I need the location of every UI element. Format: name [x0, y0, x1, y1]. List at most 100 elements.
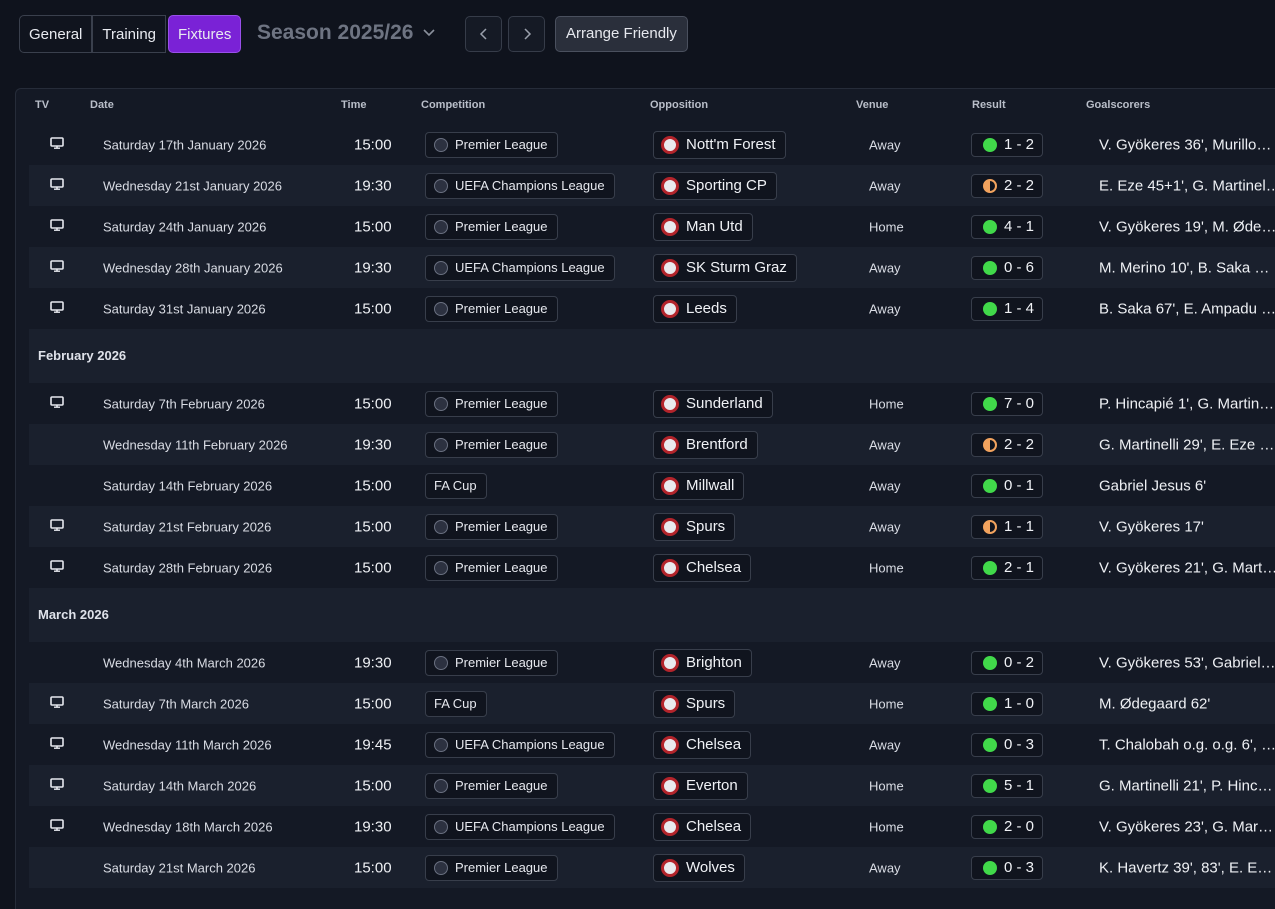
club-crest — [661, 176, 679, 195]
date: Saturday 21st February 2026 — [103, 519, 272, 534]
goalscorers: M. Ødegaard 62' — [1099, 695, 1211, 712]
tab[interactable]: Training — [92, 15, 167, 53]
result-pill[interactable]: 2 - 1 — [971, 555, 1043, 580]
result-pill[interactable]: 2 - 0 — [971, 814, 1043, 839]
tv — [50, 259, 64, 277]
result-pill[interactable]: 4 - 1 — [971, 214, 1043, 239]
club-crest — [661, 217, 679, 236]
opposition-pill[interactable]: Chelsea — [653, 730, 752, 759]
result-pill[interactable]: 2 - 2 — [971, 432, 1043, 457]
opposition-pill[interactable]: Spurs — [653, 512, 736, 541]
opposition-pill[interactable]: Man Utd — [653, 212, 753, 241]
result-pill[interactable]: 0 - 3 — [971, 732, 1043, 757]
competition-pill: Premier League — [425, 390, 558, 417]
opposition: Chelsea — [686, 818, 742, 835]
venue: Away — [869, 260, 901, 275]
time: 15:00 — [354, 395, 392, 412]
opposition-pill[interactable]: Millwall — [653, 471, 745, 500]
result-pill[interactable]: 1 - 4 — [971, 296, 1043, 321]
competition-icon — [434, 819, 448, 834]
result-pill[interactable]: 0 - 2 — [971, 650, 1043, 675]
competition-pill: UEFA Champions League — [425, 254, 615, 281]
result-pill[interactable]: 2 - 2 — [971, 173, 1043, 198]
opposition-pill[interactable]: Leeds — [653, 294, 737, 323]
competition: Premier League — [455, 560, 548, 575]
fixture-row[interactable]: Saturday 14th February 2026 15:00 FA Cup Mi… — [29, 465, 1275, 506]
tab[interactable]: General — [19, 15, 93, 53]
opposition-pill[interactable]: Sporting CP — [653, 171, 777, 200]
competition-pill: FA Cup — [425, 472, 487, 499]
goalscorers: V. Gyökeres 17' — [1099, 518, 1204, 535]
goalscorers: E. Eze 45+1', G. Martinel… — [1099, 177, 1275, 194]
column-header: TV — [35, 99, 50, 111]
result-pill[interactable]: 7 - 0 — [971, 391, 1043, 416]
time: 15:00 — [354, 777, 392, 794]
opposition-pill[interactable]: Nott'm Forest — [653, 130, 786, 159]
fixture-row[interactable]: Saturday 28th February 2026 15:00 Premier … — [29, 547, 1275, 588]
goalscorers: V. Gyökeres 53', Gabriel… — [1099, 654, 1275, 671]
arrange-friendly-button[interactable]: Arrange Friendly — [555, 16, 688, 52]
fixture-row[interactable]: Wednesday 11th March 2026 19:45 UEFA Champ… — [29, 724, 1275, 765]
fixture-row[interactable]: Saturday 7th March 2026 15:00 FA Cup Spurs H… — [29, 683, 1275, 724]
fixture-row[interactable]: Wednesday 11th February 2026 19:30 Premier… — [29, 424, 1275, 465]
venue: Home — [869, 560, 904, 575]
tv — [50, 218, 64, 236]
fixture-row[interactable]: Wednesday 18th March 2026 19:30 UEFA Champ… — [29, 806, 1275, 847]
time: 15:00 — [354, 300, 392, 317]
opposition-pill[interactable]: Sunderland — [653, 389, 773, 418]
fixture-row[interactable]: Saturday 24th January 2026 15:00 Premier L… — [29, 206, 1275, 247]
club-crest — [661, 135, 679, 154]
tv — [50, 300, 64, 318]
outcome-dot — [983, 819, 997, 834]
fixture-row[interactable]: Saturday 21st February 2026 15:00 Premier … — [29, 506, 1275, 547]
fixture-row[interactable]: Wednesday 28th January 2026 19:30 UEFA Cha… — [29, 247, 1275, 288]
opposition-pill[interactable]: Brentford — [653, 430, 758, 459]
venue: Away — [869, 519, 901, 534]
tv-icon — [50, 559, 64, 572]
result-pill[interactable]: 0 - 1 — [971, 473, 1043, 498]
fixture-row[interactable]: Saturday 14th March 2026 15:00 Premier Lea… — [29, 765, 1275, 806]
competition-icon — [434, 860, 448, 875]
opposition-pill[interactable]: Spurs — [653, 689, 736, 718]
opposition-pill[interactable]: SK Sturm Graz — [653, 253, 797, 282]
opposition-pill[interactable]: Chelsea — [653, 812, 752, 841]
result-pill[interactable]: 1 - 2 — [971, 132, 1043, 157]
season-label: Season 2025/26 — [257, 21, 414, 44]
opposition-pill[interactable]: Wolves — [653, 853, 745, 882]
competition-pill: UEFA Champions League — [425, 731, 615, 758]
tv-icon — [50, 218, 64, 231]
result: 1 - 2 — [1004, 136, 1035, 153]
venue: Home — [869, 396, 904, 411]
result: 0 - 1 — [1004, 477, 1035, 494]
goalscorers: K. Havertz 39', 83', E. E… — [1099, 859, 1273, 876]
tv-icon — [50, 177, 64, 190]
result-pill[interactable]: 5 - 1 — [971, 773, 1043, 798]
opposition-pill[interactable]: Chelsea — [653, 553, 752, 582]
goalscorers: M. Merino 10', B. Saka … — [1099, 259, 1270, 276]
fixture-row[interactable]: Saturday 21st March 2026 15:00 Premier Lea… — [29, 847, 1275, 888]
venue: Away — [869, 655, 901, 670]
result-pill[interactable]: 0 - 6 — [971, 255, 1043, 280]
club-crest — [661, 394, 679, 413]
fixture-row[interactable]: Saturday 7th February 2026 15:00 Premier L… — [29, 383, 1275, 424]
club-crest — [661, 258, 679, 277]
season-selector[interactable]: Season 2025/26 — [257, 21, 436, 45]
goalscorers: Gabriel Jesus 6' — [1099, 477, 1207, 494]
fixture-row[interactable]: Saturday 17th January 2026 15:00 Premier L… — [29, 124, 1275, 165]
tab[interactable]: Fixtures — [168, 15, 242, 53]
prev-button[interactable] — [465, 16, 502, 52]
next-button[interactable] — [508, 16, 545, 52]
opposition: Brighton — [686, 654, 742, 671]
club-crest — [661, 776, 679, 795]
competition: UEFA Champions League — [455, 819, 605, 834]
fixture-row[interactable]: Wednesday 21st January 2026 19:30 UEFA Cha… — [29, 165, 1275, 206]
result: 2 - 0 — [1004, 818, 1035, 835]
opposition-pill[interactable]: Everton — [653, 771, 748, 800]
club-crest — [661, 476, 679, 495]
opposition-pill[interactable]: Brighton — [653, 648, 752, 677]
result-pill[interactable]: 1 - 1 — [971, 514, 1043, 539]
fixture-row[interactable]: Wednesday 4th March 2026 19:30 Premier Lea… — [29, 642, 1275, 683]
result-pill[interactable]: 0 - 3 — [971, 855, 1043, 880]
result-pill[interactable]: 1 - 0 — [971, 691, 1043, 716]
fixture-row[interactable]: Saturday 31st January 2026 15:00 Premier L… — [29, 288, 1275, 329]
